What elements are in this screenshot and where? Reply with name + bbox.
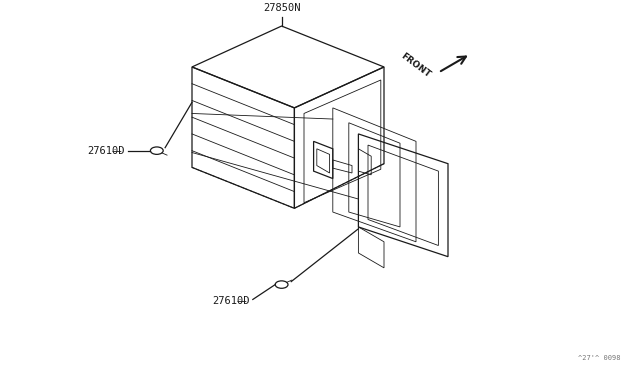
Text: 27610D: 27610D (87, 146, 125, 155)
Text: 27610D: 27610D (212, 296, 250, 306)
Text: —: — (112, 146, 122, 155)
Text: —: — (237, 296, 246, 306)
Text: FRONT: FRONT (399, 52, 432, 80)
Text: ^27'^ 0098: ^27'^ 0098 (579, 355, 621, 361)
Text: 27850N: 27850N (263, 3, 300, 13)
